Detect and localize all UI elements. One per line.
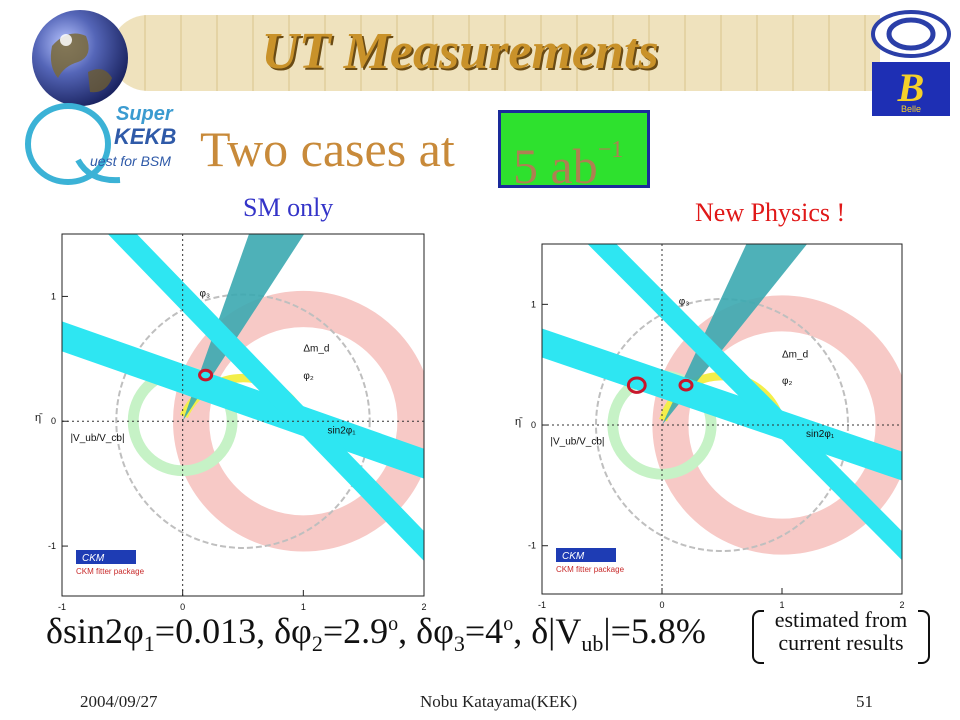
ckmfitter-logo: CKM CKM fitter package: [76, 550, 145, 576]
ckmfitter-logo-text: CKM: [82, 553, 105, 564]
belle-logo: B Belle: [871, 10, 951, 116]
footer-author: Nobu Katayama(KEK): [420, 692, 578, 711]
y-axis-label: η̄: [515, 416, 523, 428]
subtitle: Two cases at: [200, 121, 455, 177]
x-tick-label: 0: [180, 602, 185, 612]
y-tick-label: -1: [528, 541, 536, 551]
y-tick-label: 0: [51, 416, 56, 426]
x-tick-label: -1: [58, 602, 66, 612]
svg-text:Super: Super: [116, 103, 174, 125]
ckm-plot-np: -1 0 1 2-101η̄φ₃Δm_dφ₂sin2φ₁|V_ub/V_cb|CKMC…: [515, 243, 905, 610]
x-tick-label: -1: [538, 600, 546, 610]
note-line-1: estimated from: [774, 607, 908, 632]
phi3-band: [662, 244, 808, 426]
belle-logo-text: Belle: [901, 104, 921, 114]
plot-frame: [541, 243, 903, 595]
luminosity-exponent: −1: [597, 137, 624, 163]
x-tick-label: 2: [421, 602, 426, 612]
y-tick-label: 1: [531, 299, 536, 309]
label-2: φ₂: [303, 371, 313, 382]
label-2: φ₂: [782, 376, 792, 387]
note-line-2: current results: [778, 630, 904, 655]
ckmfitter-logo-text: CKM: [562, 551, 585, 562]
svg-text:B: B: [897, 65, 925, 110]
y-tick-label: 1: [51, 291, 56, 301]
y-tick-label: 0: [531, 420, 536, 430]
x-tick-label: 1: [301, 602, 306, 612]
label-VubVcb: |V_ub/V_cb|: [550, 436, 604, 447]
plot-area: [62, 234, 424, 596]
precision-summary: δsin2φ1=0.013, δφ2=2.9o, δφ3=4o, δ|Vub|=…: [46, 611, 706, 657]
apex-contour-2: [626, 376, 647, 394]
y-axis-label: η̄: [35, 412, 43, 424]
ckmfitter-logo-box: [556, 548, 616, 562]
label-3: φ₃: [200, 288, 211, 299]
super-kekb-logo: Super KEKB uest for BSM: [25, 103, 176, 185]
ckmfitter-logo: CKM CKM fitter package: [556, 548, 625, 574]
estimate-note: estimated from current results: [752, 607, 930, 664]
ckm-plot-sm: -1 0 1 2-101η̄φ₃Δm_dφ₂sin2φ₁|V_ub/V_cb|CKMC…: [35, 233, 427, 612]
page-title: UT Measurements: [261, 23, 659, 80]
label-md: Δm_d: [782, 349, 808, 360]
label-3: φ₃: [679, 296, 690, 307]
x-tick-label: 0: [659, 600, 664, 610]
ckmfitter-logo-subtext: CKM fitter package: [76, 567, 145, 576]
x-tick-label: 2: [899, 600, 904, 610]
luminosity-value: 5 ab: [513, 138, 598, 194]
x-tick-label: 1: [779, 600, 784, 610]
plot-area: [542, 244, 902, 594]
label-sin21: sin2φ₁: [806, 429, 835, 440]
ckmfitter-logo-box: [76, 550, 136, 564]
footer-page-number: 51: [856, 692, 873, 711]
title-banner: [110, 15, 880, 91]
luminosity-box: 5 ab−1: [498, 110, 650, 194]
ckmfitter-logo-subtext: CKM fitter package: [556, 565, 625, 574]
panel-title-np: New Physics !: [695, 198, 846, 227]
earth-logo: [32, 10, 128, 106]
plot-frame: [61, 233, 425, 597]
svg-text:KEKB: KEKB: [114, 124, 176, 149]
y-tick-label: -1: [48, 541, 56, 551]
svg-text:uest for BSM: uest for BSM: [90, 153, 171, 169]
apex-contour: [678, 378, 694, 392]
label-VubVcb: |V_ub/V_cb|: [70, 433, 124, 444]
footer-date: 2004/09/27: [80, 692, 158, 711]
panel-title-sm: SM only: [243, 193, 334, 222]
label-md: Δm_d: [303, 343, 329, 354]
apex-contour: [198, 368, 214, 382]
label-sin21: sin2φ₁: [327, 426, 356, 437]
